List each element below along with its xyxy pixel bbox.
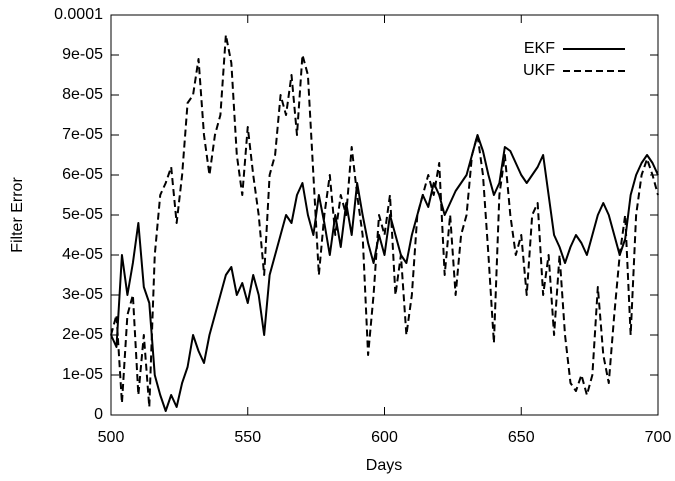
series-line (110, 134, 659, 412)
y-axis-label: Filter Error (9, 177, 26, 253)
y-tick-label: 7e-05 (62, 126, 103, 143)
y-tick-label: 0 (94, 406, 103, 423)
x-tick-label: 600 (371, 429, 398, 446)
y-tick-label: 2e-05 (62, 326, 103, 343)
y-tick-label: 5e-05 (62, 206, 103, 223)
legend-label: EKF (524, 40, 555, 57)
y-tick-label: 3e-05 (62, 286, 103, 303)
y-tick-label: 1e-05 (62, 366, 103, 383)
x-tick-label: 700 (645, 429, 672, 446)
x-tick-label: 500 (98, 429, 125, 446)
plot-frame (110, 14, 659, 416)
y-tick-label: 8e-05 (62, 86, 103, 103)
y-tick-label: 9e-05 (62, 46, 103, 63)
series-line (110, 34, 659, 408)
x-tick-label: 550 (234, 429, 261, 446)
y-tick-label: 6e-05 (62, 166, 103, 183)
x-tick-label: 650 (508, 429, 535, 446)
x-axis-label: Days (366, 457, 402, 474)
y-tick-label: 4e-05 (62, 246, 103, 263)
legend-label: UKF (523, 62, 555, 79)
y-tick-label: 0.0001 (54, 6, 103, 23)
